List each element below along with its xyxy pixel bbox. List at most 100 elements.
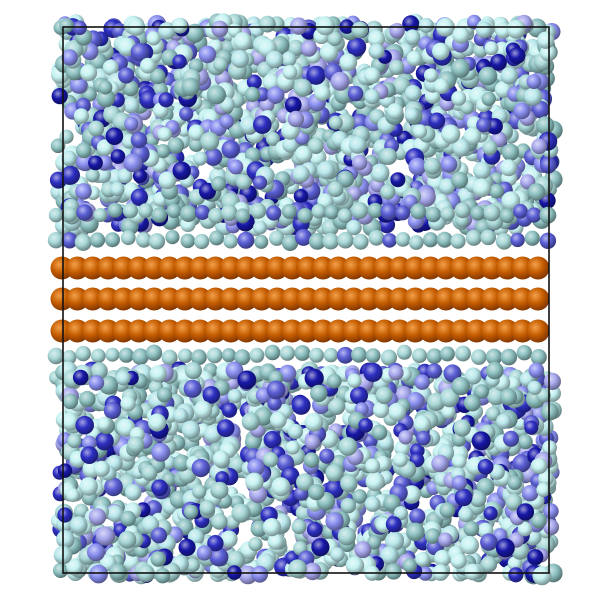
interface-atom (136, 232, 152, 248)
interface-atom (524, 230, 540, 246)
electrolyte-atom (527, 549, 544, 566)
electrolyte-atom (211, 20, 229, 38)
electrolyte-atom (211, 176, 227, 192)
electrolyte-atom (228, 159, 244, 175)
electrolyte-atom (295, 145, 313, 163)
electrolyte-atom (66, 558, 84, 576)
electrolyte-atom (347, 85, 364, 102)
electrolyte-atom (423, 157, 441, 175)
electrolyte-atom (79, 390, 96, 408)
electrolyte-atom (246, 74, 262, 90)
electrolyte-atom (212, 450, 230, 468)
electrolyte-atom (141, 464, 158, 481)
electrolyte-atom (500, 67, 519, 85)
electrolyte-atom (88, 120, 105, 137)
electrolyte-atom (326, 373, 342, 389)
electrolyte-atom (130, 131, 148, 149)
electrolyte-atom (88, 375, 105, 391)
interface-atom (439, 346, 455, 362)
electrolyte-atom (287, 423, 303, 440)
interface-atom (526, 207, 542, 223)
electrolyte-atom (244, 86, 260, 102)
electrolyte-atom (478, 66, 498, 86)
interface-atom (436, 231, 453, 248)
interface-atom (530, 349, 547, 366)
electrolyte-atom (451, 171, 469, 189)
electrolyte-atom (385, 563, 402, 580)
electrolyte-atom (199, 182, 216, 200)
electrolyte-atom (293, 189, 309, 204)
electrolyte-atom (76, 142, 92, 159)
electrolyte-atom (475, 21, 493, 39)
interface-atom (281, 234, 299, 251)
interface-atom (495, 233, 513, 250)
electrolyte-atom (140, 57, 156, 74)
electrolyte-atom (439, 502, 456, 519)
electrolyte-atom (348, 136, 367, 154)
electrolyte-atom (123, 153, 143, 173)
electrolyte-atom (524, 87, 543, 106)
electrolyte-atom (231, 503, 251, 523)
electrolyte-atom (328, 115, 343, 130)
electrolyte-atom (185, 558, 200, 573)
electrode-atom (526, 256, 550, 280)
electrolyte-atom (380, 184, 396, 200)
electrolyte-atom (434, 549, 451, 567)
electrolyte-atom (267, 533, 284, 550)
electrolyte-atom (50, 138, 66, 154)
electrolyte-atom (450, 552, 467, 569)
electrolyte-atom (185, 23, 205, 43)
electrolyte-atom (184, 361, 202, 380)
electrolyte-atom (220, 530, 238, 548)
electrolyte-atom (250, 520, 267, 537)
electrolyte-atom (500, 159, 518, 177)
electrolyte-atom (536, 116, 555, 135)
electrolyte-atom (266, 131, 280, 146)
electrolyte-atom (178, 538, 196, 557)
electrolyte-atom (463, 520, 480, 537)
electrolyte-atom (495, 538, 515, 558)
electrolyte-atom (74, 503, 89, 519)
electrolyte-atom (428, 112, 446, 130)
electrode-atom (526, 319, 550, 343)
electrolyte-atom (489, 183, 504, 199)
electrolyte-atom (72, 369, 89, 386)
electrolyte-atom (486, 361, 504, 380)
electrolyte-atom (259, 15, 276, 33)
interface-atom (148, 233, 166, 250)
electrolyte-atom (536, 482, 551, 497)
electrolyte-atom (370, 163, 390, 183)
electrolyte-atom (88, 508, 107, 526)
interface-atom (74, 233, 92, 251)
interface-atom (178, 348, 193, 364)
electrolyte-atom (251, 565, 269, 583)
electrolyte-atom (310, 384, 328, 403)
electrolyte-atom (450, 58, 470, 78)
electrolyte-atom (252, 115, 272, 134)
electrolyte-atom (184, 504, 199, 519)
electrolyte-atom (57, 507, 73, 523)
electrolyte-atom (337, 170, 354, 188)
interface-atom (294, 228, 312, 246)
electrolyte-atom (59, 18, 74, 33)
interface-atom (309, 347, 324, 363)
electrolyte-atom (105, 127, 124, 145)
electrolyte-atom (303, 452, 320, 468)
electrolyte-atom (496, 413, 512, 429)
electrolyte-atom (543, 503, 559, 519)
interface-atom (75, 345, 91, 362)
electrolyte-atom (95, 167, 112, 183)
electrolyte-atom (157, 127, 172, 142)
electrolyte-atom (314, 84, 331, 102)
electrolyte-atom (404, 107, 420, 123)
electrolyte-atom (248, 537, 263, 552)
upper-electrolyte-region (47, 13, 563, 251)
electrolyte-atom (59, 129, 74, 144)
electrolyte-atom (393, 506, 408, 521)
electrolyte-atom (528, 362, 545, 379)
electrolyte-atom (438, 178, 456, 195)
electrolyte-atom (351, 21, 369, 39)
interface-atom (266, 205, 282, 221)
electrolyte-atom (211, 481, 229, 499)
